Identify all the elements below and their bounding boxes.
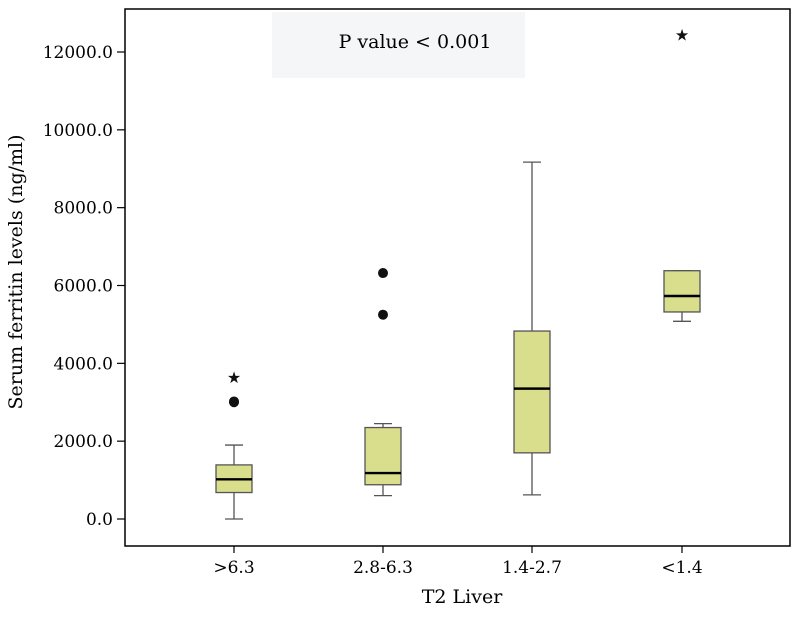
outlier-point xyxy=(378,268,388,279)
box-group-1: ★ xyxy=(215,368,253,520)
y-tick-label: 6000.0 xyxy=(54,277,113,297)
y-tick-label: 10000.0 xyxy=(43,121,113,141)
x-tick-label: 1.4-2.7 xyxy=(502,558,562,578)
x-axis: >6.3 2.8-6.3 1.4-2.7 <1.4 xyxy=(213,546,703,578)
outlier-point xyxy=(229,396,239,407)
plot-frame xyxy=(124,8,791,547)
y-tick-label: 0.0 xyxy=(86,510,113,530)
x-tick-label: >6.3 xyxy=(213,558,254,578)
y-axis-title: Serum ferritin levels (ng/ml) xyxy=(5,134,27,409)
y-tick-label: 4000.0 xyxy=(54,354,113,374)
extreme-point: ★ xyxy=(227,368,241,387)
box-iqr xyxy=(364,426,402,486)
x-tick-label: <1.4 xyxy=(661,558,702,578)
x-tick-label: 2.8-6.3 xyxy=(353,558,413,578)
y-axis: 0.0 2000.0 4000.0 6000.0 8000.0 10000.0 12000.… xyxy=(43,43,125,530)
annotation-box xyxy=(272,12,525,78)
box-iqr xyxy=(663,270,701,313)
y-tick-label: 12000.0 xyxy=(43,43,113,63)
x-axis-title: T2 Liver xyxy=(422,586,503,608)
boxes: ★★ xyxy=(215,25,701,520)
extreme-point: ★ xyxy=(675,25,689,44)
p-value-annotation: P value < 0.001 xyxy=(339,31,492,53)
y-tick-label: 2000.0 xyxy=(54,432,113,452)
box-group-3 xyxy=(513,161,551,496)
box-group-2 xyxy=(364,268,402,497)
box-group-4: ★ xyxy=(663,25,701,322)
y-tick-label: 8000.0 xyxy=(54,199,113,219)
outlier-point xyxy=(378,309,388,320)
box-iqr xyxy=(513,330,551,454)
